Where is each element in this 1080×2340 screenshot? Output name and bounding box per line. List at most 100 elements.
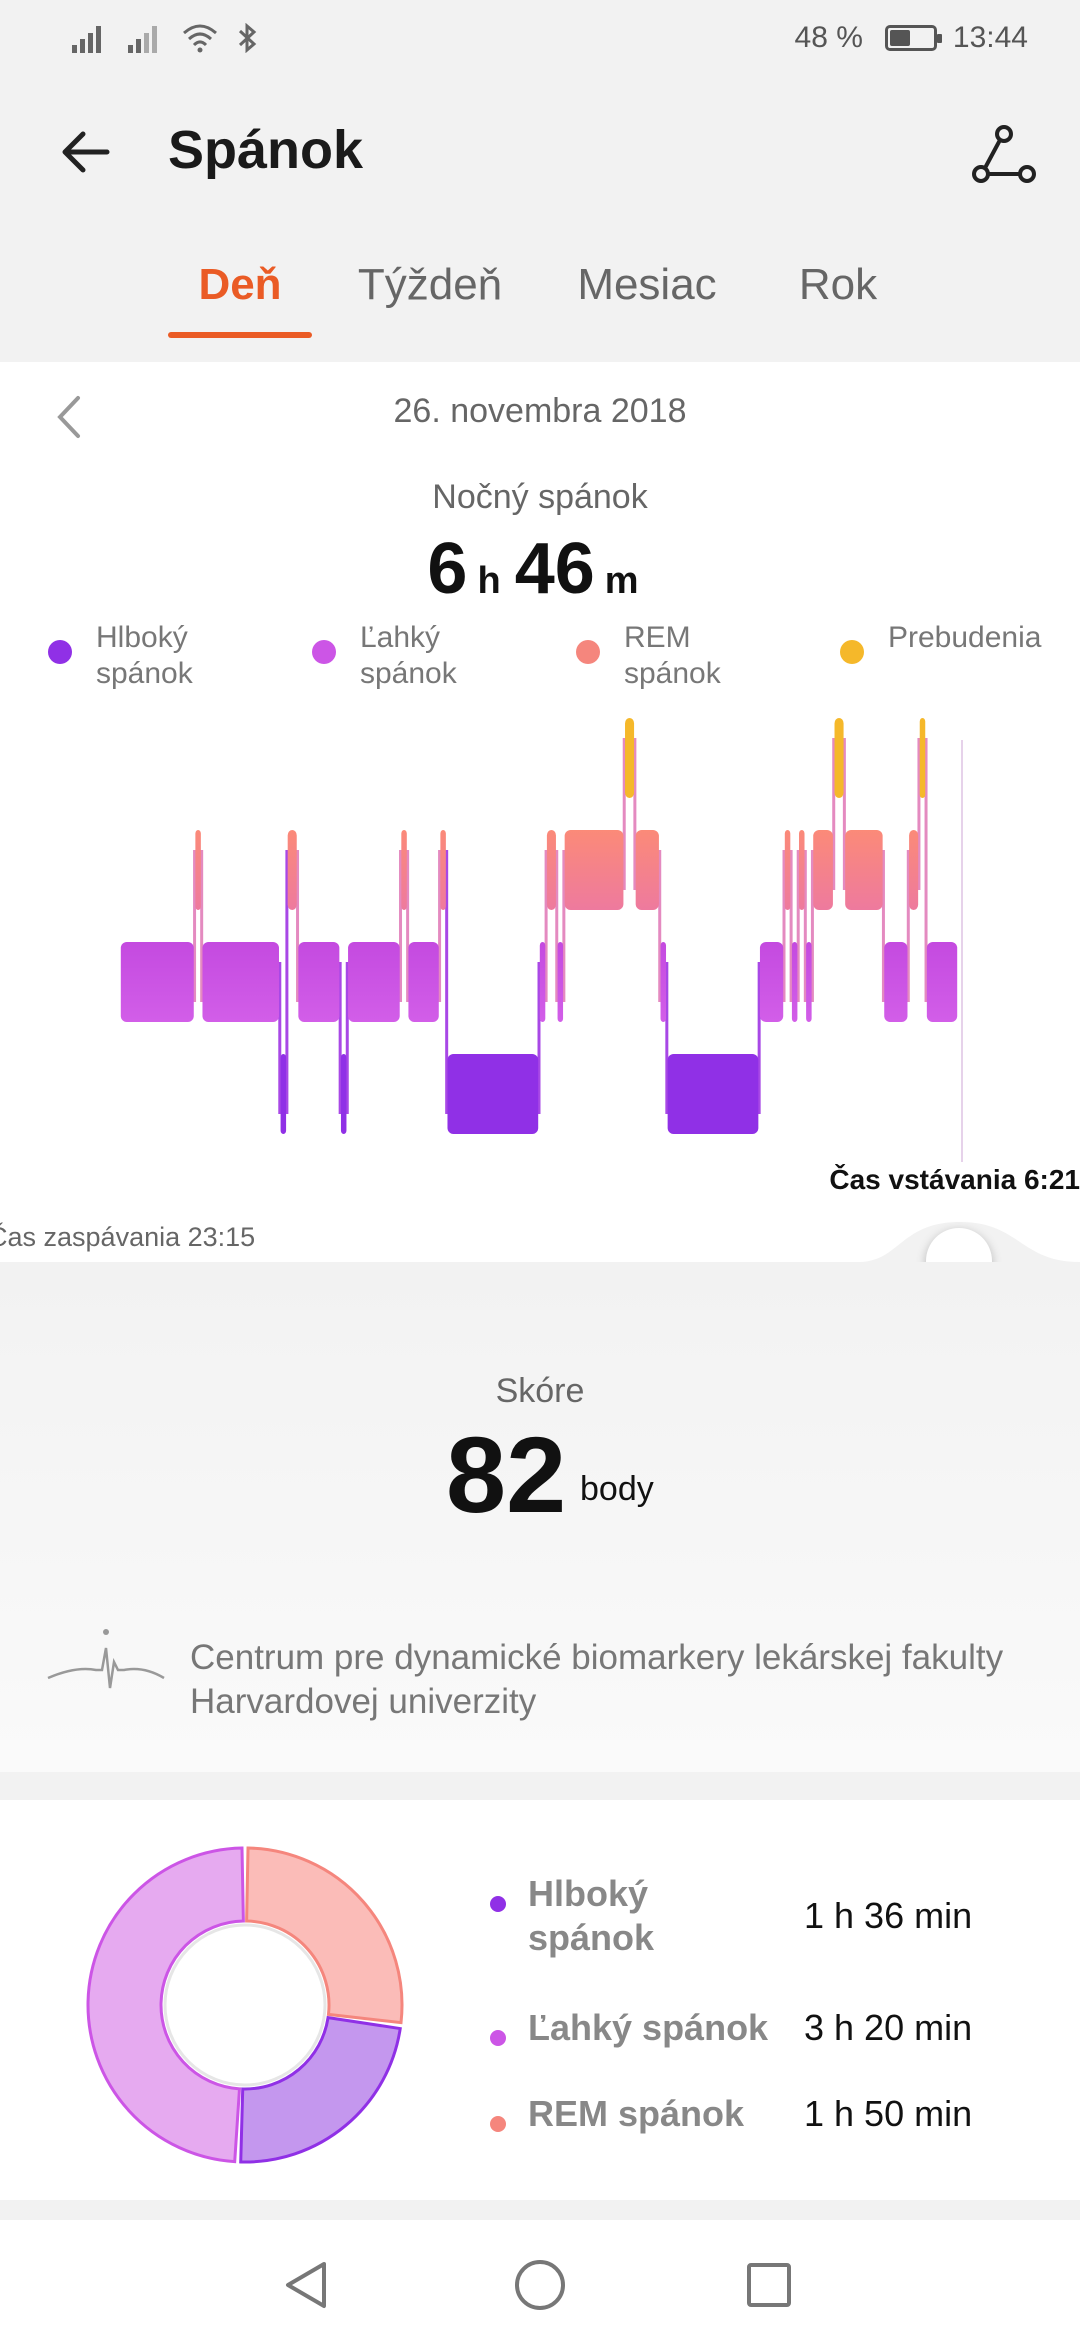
stage-transition (445, 850, 449, 1114)
stage-transition (438, 850, 442, 1002)
stage-bar-deep (447, 1054, 539, 1134)
stage-legend: Hlboký spánok Ľahký spánok REM spánok Pr… (0, 620, 1080, 700)
sleep-breakdown-card: Hlboký spánok 1 h 36 min Ľahký spánok 3 … (0, 1800, 1080, 2200)
score-value: 82 (446, 1414, 567, 1535)
stage-transition (345, 962, 349, 1114)
home-circle-icon (515, 2260, 565, 2310)
stage-bar-light (408, 942, 439, 1022)
duration-minutes-unit: m (604, 560, 639, 602)
breakdown-dot-deep (490, 1896, 506, 1912)
wifi-icon (183, 24, 217, 52)
legend-dot-deep (48, 640, 72, 664)
stage-transition (406, 850, 410, 1002)
status-icons-left (70, 22, 258, 53)
tab-week[interactable]: Týždeň (357, 260, 503, 309)
battery-icon (884, 24, 942, 51)
tab-year[interactable]: Rok (798, 260, 878, 309)
tab-day[interactable]: Deň (198, 260, 282, 309)
legend-item-rem: REM spánok (576, 620, 764, 692)
breakdown-value-deep: 1 h 36 min (804, 1895, 973, 1936)
stage-bar-awake (919, 718, 926, 798)
heartbeat-logo-icon (47, 1629, 165, 1689)
wake-time-label: Čas vstávania 6:21 (829, 1164, 1080, 1195)
stage-bar-rem (909, 830, 919, 910)
clock: 13:44 (952, 20, 1028, 54)
recents-square-icon (747, 2263, 791, 2307)
stage-transition-lines (193, 738, 928, 1114)
stage-transition (832, 738, 836, 890)
page-title: Spánok (168, 120, 364, 180)
duration-hours: 6 (427, 529, 468, 609)
nav-recents-button[interactable] (734, 2250, 804, 2320)
stage-bar-light (298, 942, 340, 1022)
score-section: Skóre 82 body Centrum pre dynamické biom… (0, 1262, 1080, 1772)
stage-transition (296, 850, 300, 1002)
chevron-left-icon (57, 396, 80, 438)
total-sleep-duration: 6 h 46 m (0, 528, 1080, 610)
previous-date-button[interactable] (40, 387, 100, 447)
back-button[interactable] (50, 117, 120, 187)
breakdown-value-rem: 1 h 50 min (804, 2093, 973, 2134)
stage-transition (555, 850, 559, 1002)
bluetooth-icon (238, 22, 257, 53)
sleep-stage-chart (120, 718, 963, 1162)
breakdown-value-light: 3 h 20 min (804, 2007, 973, 2048)
battery-fill (889, 29, 911, 46)
stage-transition (285, 850, 289, 1114)
stage-transition (633, 738, 637, 890)
stage-bar-light (120, 942, 194, 1022)
sleep-day-card: 26. novembra 2018 Nočný spánok 6 h 46 m Hlb… (0, 362, 1080, 1262)
legend-label-light: Ľahký spánok (360, 621, 457, 690)
stage-transition (924, 738, 928, 1002)
stage-bar-rem (799, 830, 805, 910)
share-button[interactable] (966, 117, 1042, 193)
legend-label-awake: Prebudenia (888, 621, 1042, 654)
breakdown-label-light: Ľahký spánok (528, 2007, 769, 2048)
stage-bar-light (759, 942, 784, 1022)
stage-transition (917, 738, 921, 890)
nav-back-button[interactable] (272, 2250, 342, 2320)
arrow-left-icon (62, 131, 110, 173)
stage-bar-deep (280, 1054, 287, 1134)
period-tabs: Deň Týždeň Mesiac Rok (0, 250, 1080, 350)
sleep-breakdown-donut (86, 1846, 404, 2164)
stage-bar-rem (401, 830, 407, 910)
stage-transition (796, 850, 800, 1002)
stage-transition (810, 850, 814, 1002)
nav-home-button[interactable] (505, 2250, 575, 2320)
score-source-text: Centrum pre dynamické biomarkery lekársk… (190, 1638, 1004, 1721)
tab-month[interactable]: Mesiac (577, 260, 717, 309)
donut-center (163, 1923, 327, 2087)
share-icon (972, 125, 1036, 183)
stage-bar-awake (834, 718, 844, 798)
duration-minutes: 46 (514, 529, 595, 609)
stage-bar-rem (635, 830, 659, 910)
stage-transition (757, 962, 761, 1114)
stage-bar-light (539, 942, 546, 1022)
stage-transition (803, 850, 807, 1002)
legend-label-rem: REM spánok (624, 621, 721, 690)
stage-bar-light (557, 942, 564, 1022)
date-label: 26. novembra 2018 (393, 392, 687, 430)
stage-bar-light (884, 942, 908, 1022)
stage-transition (562, 850, 566, 1002)
legend-dot-awake (840, 640, 864, 664)
stage-bar-rem (195, 830, 201, 910)
stage-bar-light (926, 942, 958, 1022)
stage-bar-deep (340, 1054, 347, 1134)
stage-bars (120, 718, 958, 1134)
score-unit: body (580, 1470, 654, 1508)
legend-item-light: Ľahký spánok (312, 620, 500, 692)
breakdown-dot-rem (490, 2116, 506, 2132)
status-icons-right: 48 % 13:44 (795, 21, 1028, 55)
stage-transition (658, 850, 662, 1002)
legend-item-deep: Hlboký spánok (48, 620, 236, 692)
donut-slice-rem (245, 1846, 404, 2025)
duration-hours-unit: h (477, 560, 501, 602)
legend-dot-light (312, 640, 336, 664)
stage-bar-light (202, 942, 279, 1022)
breakdown-label-deep: Hlboký spánok (528, 1873, 655, 1958)
breakdown-label-rem: REM spánok (528, 2093, 745, 2134)
stage-transition (537, 962, 541, 1114)
status-bar: 48 % 13:44 (0, 0, 1080, 75)
